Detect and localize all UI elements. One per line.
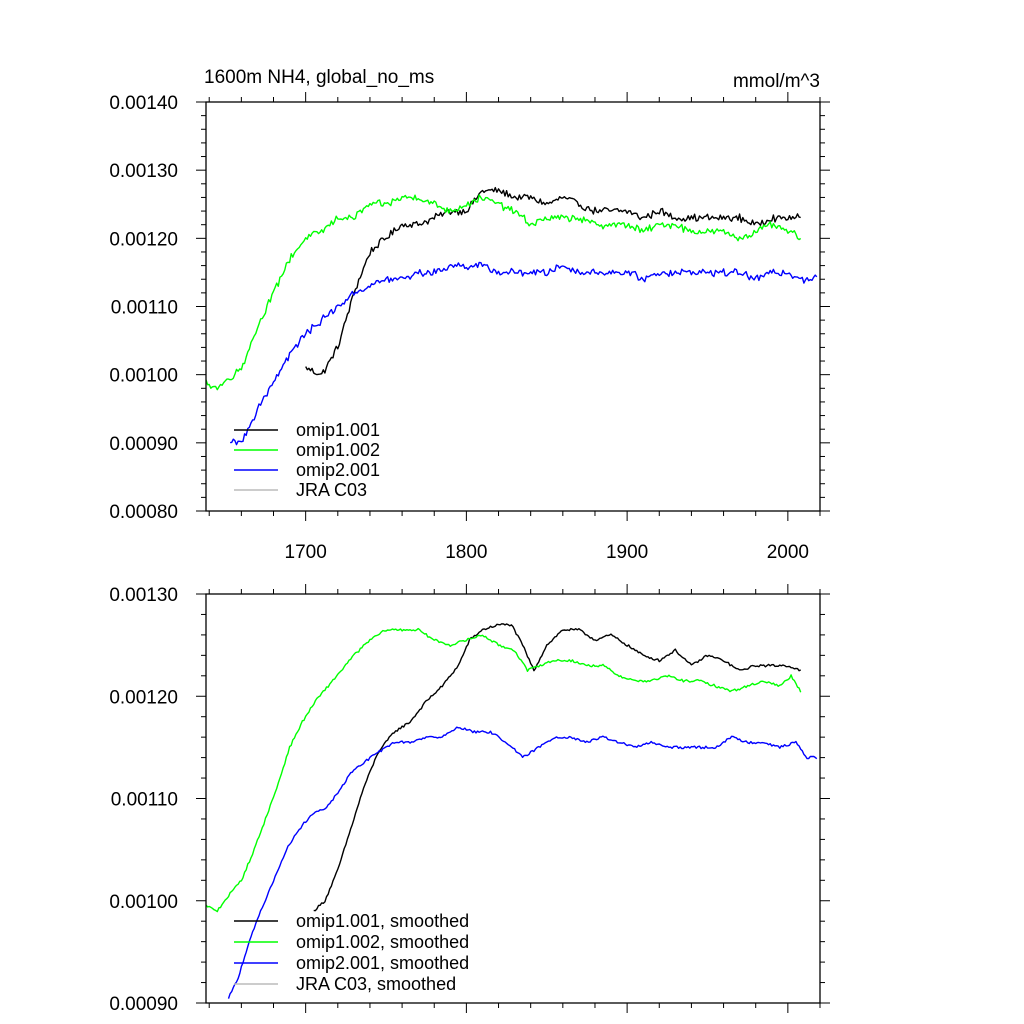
legend-label: JRA C03, smoothed (296, 974, 456, 994)
legend-label: omip2.001 (296, 460, 380, 480)
bottom-panel-y-tick-labels: 0.00090 0.00100 0.00110 0.00120 0.00130 (109, 585, 178, 1015)
series-line-omip1-002-smoothed (205, 627, 802, 913)
bottom-panel: 0.00090 0.00100 0.00110 0.00120 0.00130 omip… (109, 584, 830, 1015)
y-tick-label: 0.00140 (109, 93, 178, 114)
legend-label: omip1.002, smoothed (296, 932, 469, 952)
bottom-panel-ticks (196, 584, 830, 1013)
y-tick-label: 0.00110 (111, 298, 178, 319)
units-label: mmol/m^3 (733, 71, 820, 92)
y-tick-label: 0.00130 (109, 585, 178, 606)
x-tick-label: 1700 (285, 542, 327, 563)
top-panel-y-tick-labels: 0.00080 0.00090 0.00100 0.00110 0.00120 0.001… (109, 93, 178, 523)
top-panel-x-tick-labels: 1700 1800 1900 2000 (285, 542, 809, 563)
legend-label: JRA C03 (296, 480, 367, 500)
series-line-omip2-001 (230, 261, 818, 446)
y-tick-label: 0.00100 (109, 892, 178, 913)
x-tick-label: 2000 (767, 542, 809, 563)
legend-label: omip1.001 (296, 420, 380, 440)
y-tick-label: 0.00110 (111, 790, 178, 811)
top-panel-frame (205, 101, 821, 512)
legend-label: omip2.001, smoothed (296, 953, 469, 973)
top-panel-ticks (196, 92, 830, 521)
series-line-omip1-002 (205, 194, 802, 391)
series-line-omip2-001-smoothed (227, 726, 818, 999)
bottom-panel-frame (205, 593, 821, 1004)
y-tick-label: 0.00090 (109, 994, 178, 1015)
y-tick-label: 0.00120 (109, 229, 178, 250)
y-tick-label: 0.00080 (109, 502, 178, 523)
top-panel-series (205, 186, 818, 446)
series-line-omip1-001 (305, 186, 801, 376)
legend-label: omip1.002 (296, 440, 380, 460)
x-tick-label: 1800 (445, 542, 487, 563)
y-tick-label: 0.00100 (109, 366, 178, 387)
series-line-omip1-001-smoothed (313, 623, 802, 912)
plot-title: 1600m NH4, global_no_ms (204, 67, 434, 88)
x-tick-label: 1900 (606, 542, 648, 563)
y-tick-label: 0.00130 (109, 161, 178, 182)
top-panel: 0.00080 0.00090 0.00100 0.00110 0.00120 0.001… (109, 92, 830, 563)
y-tick-label: 0.00090 (109, 434, 178, 455)
y-tick-label: 0.00120 (109, 687, 178, 708)
bottom-panel-series (205, 623, 818, 999)
legend-label: omip1.001, smoothed (296, 911, 469, 931)
